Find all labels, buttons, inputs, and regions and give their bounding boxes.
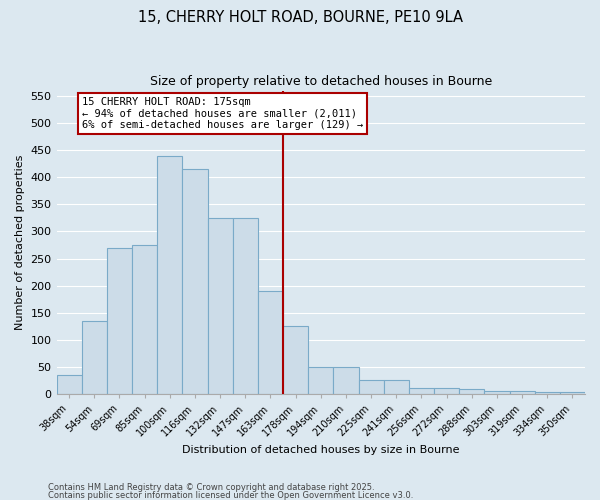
Bar [334, 367, 359, 394]
Bar [383, 380, 409, 394]
Bar [157, 156, 182, 394]
Text: 15 CHERRY HOLT ROAD: 175sqm
← 94% of detached houses are smaller (2,011)
6% of s: 15 CHERRY HOLT ROAD: 175sqm ← 94% of det… [82, 97, 363, 130]
Bar [434, 388, 459, 394]
Bar [459, 388, 484, 394]
Bar [359, 380, 383, 394]
Bar [258, 291, 283, 394]
Bar [107, 248, 132, 394]
X-axis label: Distribution of detached houses by size in Bourne: Distribution of detached houses by size … [182, 445, 460, 455]
Bar [56, 375, 82, 394]
Bar [233, 218, 258, 394]
Bar [484, 392, 509, 394]
Bar [409, 388, 434, 394]
Text: Contains public sector information licensed under the Open Government Licence v3: Contains public sector information licen… [48, 490, 413, 500]
Bar [308, 367, 334, 394]
Bar [560, 392, 585, 394]
Bar [208, 218, 233, 394]
Bar [535, 392, 560, 394]
Text: Contains HM Land Registry data © Crown copyright and database right 2025.: Contains HM Land Registry data © Crown c… [48, 483, 374, 492]
Bar [132, 245, 157, 394]
Bar [509, 392, 535, 394]
Title: Size of property relative to detached houses in Bourne: Size of property relative to detached ho… [149, 75, 492, 88]
Text: 15, CHERRY HOLT ROAD, BOURNE, PE10 9LA: 15, CHERRY HOLT ROAD, BOURNE, PE10 9LA [137, 10, 463, 25]
Y-axis label: Number of detached properties: Number of detached properties [15, 154, 25, 330]
Bar [283, 326, 308, 394]
Bar [82, 321, 107, 394]
Bar [182, 169, 208, 394]
